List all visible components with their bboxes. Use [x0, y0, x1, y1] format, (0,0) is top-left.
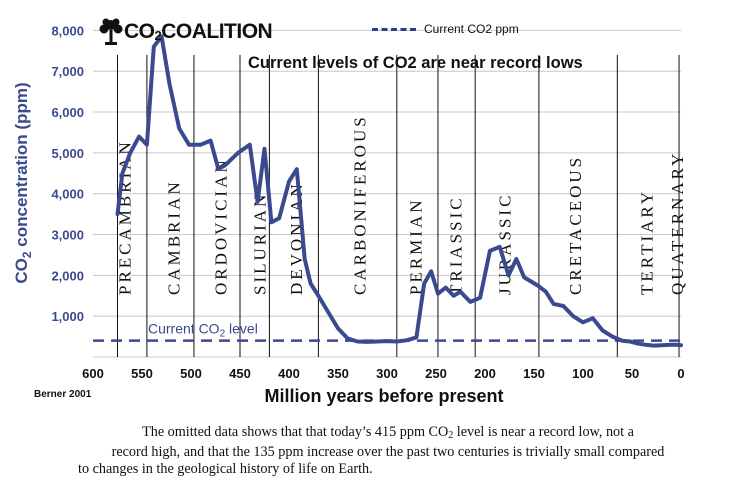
y-tick-labels: 1,000 2,000 3,000 4,000 5,000 6,000 7,000 8,000 [51, 23, 84, 324]
series-line [115, 34, 683, 348]
source-credit: Berner 2001 [34, 389, 92, 400]
x-tick-label: 200 [474, 366, 496, 381]
caption-line-2: record high, and that the 135 ppm increa… [111, 444, 665, 460]
x-tick-label: 0 [677, 366, 684, 381]
legend: Current CO2 ppm [372, 22, 519, 36]
x-tick-label: 300 [376, 366, 398, 381]
caption-line-1: The omitted data shows that that today’s… [142, 424, 634, 441]
period-label: PERMIAN [406, 197, 425, 295]
y-tick-label: 2,000 [51, 268, 84, 283]
period-label: ORDOVICIAN [211, 157, 230, 295]
x-tick-label: 150 [523, 366, 545, 381]
current-level-label: Current CO2 level [148, 321, 258, 340]
y-axis-label: CO2 concentration (ppm) [12, 82, 34, 283]
period-label: CARBONIFEROUS [351, 114, 370, 295]
y-tick-label: 8,000 [51, 23, 84, 38]
x-tick-label: 500 [180, 366, 202, 381]
x-tick-label: 50 [625, 366, 639, 381]
y-tick-label: 1,000 [51, 309, 84, 324]
caption-line-3: to changes in the geological history of … [78, 461, 373, 477]
logo: CO2COALITION [98, 18, 273, 46]
legend-dashed-line [372, 27, 416, 31]
caption: The omitted data shows that that today’s… [78, 424, 698, 478]
chart-headline: Current levels of CO2 are near record lo… [248, 54, 583, 72]
x-tick-label: 400 [278, 366, 300, 381]
legend-label: Current CO2 ppm [424, 22, 519, 36]
period-boundaries [117, 54, 680, 357]
x-tick-label: 450 [229, 366, 251, 381]
y-tick-label: 7,000 [51, 64, 84, 79]
x-tick-label: 600 [82, 366, 104, 381]
period-label: SILURIAN [251, 192, 270, 295]
x-tick-label: 350 [327, 366, 349, 381]
x-tick-labels: 600 550 500 450 400 350 300 250 200 150 100 50 0 [82, 366, 684, 381]
period-label: CAMBRIAN [164, 179, 183, 295]
y-tick-label: 6,000 [51, 105, 84, 120]
period-labels: PRECAMBRIAN CAMBRIAN ORDOVICIAN SILURIAN DEV… [115, 114, 687, 295]
x-tick-label: 100 [572, 366, 594, 381]
period-label: TRIASSIC [447, 195, 466, 295]
tree-icon [99, 18, 123, 45]
logo-text: CO2COALITION [124, 20, 273, 43]
chart-grid [93, 29, 681, 358]
period-label: CRETACEOUS [566, 155, 585, 295]
period-label: JURASSIC [496, 193, 515, 295]
y-tick-label: 3,000 [51, 228, 84, 243]
period-label: QUATERNARY [668, 151, 687, 295]
x-tick-label: 550 [131, 366, 153, 381]
y-tick-label: 5,000 [51, 146, 84, 161]
x-tick-label: 250 [425, 366, 447, 381]
co2-chart: PRECAMBRIAN CAMBRIAN ORDOVICIAN SILURIAN DEV… [12, 23, 687, 406]
period-label: TERTIARY [638, 189, 657, 295]
x-axis-label: Million years before present [264, 386, 503, 406]
y-tick-label: 4,000 [51, 187, 84, 202]
